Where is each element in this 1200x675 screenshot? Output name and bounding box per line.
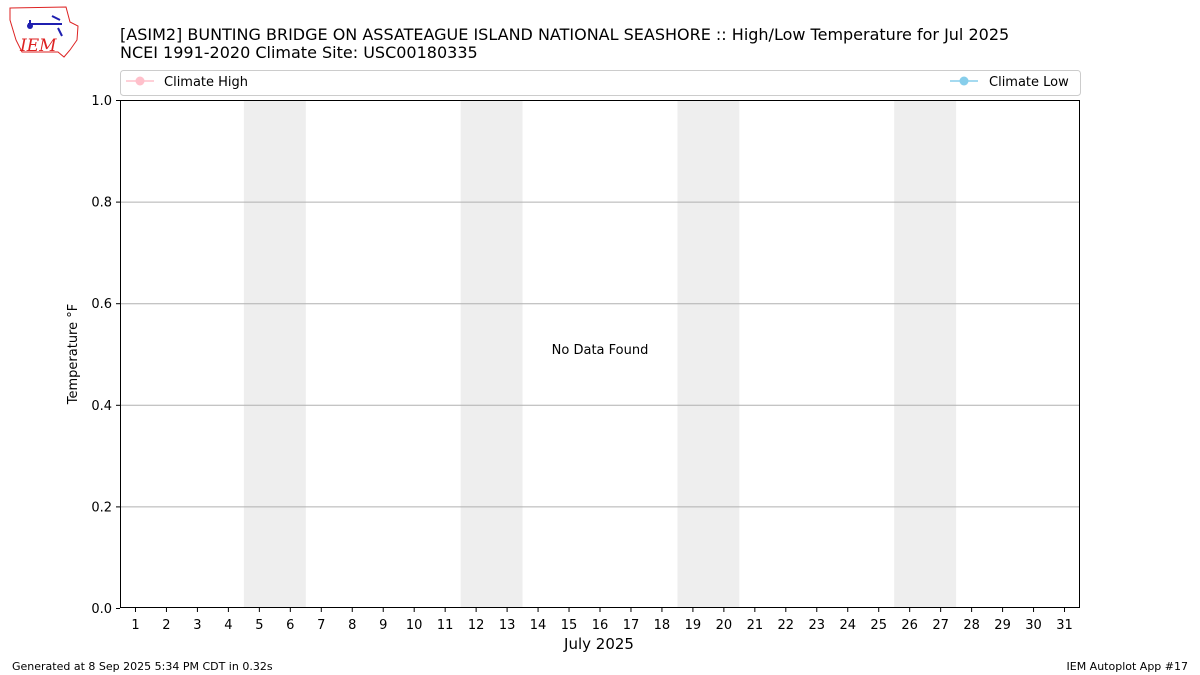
y-tick-label-4: 0.8 <box>91 196 112 211</box>
x-tick-label-28: 28 <box>963 618 980 633</box>
x-tick-label-5: 5 <box>255 618 263 633</box>
legend: Climate High Climate Low <box>120 70 1081 96</box>
x-tick-label-8: 8 <box>348 618 356 633</box>
x-tick-label-26: 26 <box>901 618 918 633</box>
x-tick-label-25: 25 <box>870 618 887 633</box>
x-tick-label-3: 3 <box>193 618 201 633</box>
y-tick-label-3: 0.6 <box>91 297 112 312</box>
x-tick-label-2: 2 <box>162 618 170 633</box>
logo-text: IEM <box>19 36 57 56</box>
x-tick-label-30: 30 <box>1025 618 1042 633</box>
chart-title: [ASIM2] BUNTING BRIDGE ON ASSATEAGUE ISL… <box>120 25 1009 44</box>
plot-frame <box>120 100 1080 608</box>
weekend-bands <box>243 100 957 608</box>
footer-generated: Generated at 8 Sep 2025 5:34 PM CDT in 0… <box>12 660 273 673</box>
x-tick-label-20: 20 <box>716 618 733 633</box>
weekend-band-2 <box>460 100 523 608</box>
footer-app-id: IEM Autoplot App #17 <box>1066 660 1189 673</box>
x-tick-label-13: 13 <box>499 618 516 633</box>
legend-item-climate-low: Climate Low <box>950 75 1069 90</box>
x-tick-label-16: 16 <box>592 618 609 633</box>
weekend-band-1 <box>243 100 306 608</box>
y-tick-label-0: 0.0 <box>91 602 112 617</box>
legend-low-label: Climate Low <box>989 75 1069 90</box>
x-tick-label-6: 6 <box>286 618 294 633</box>
x-tick-label-9: 9 <box>379 618 387 633</box>
x-tick-label-29: 29 <box>994 618 1011 633</box>
x-tick-label-21: 21 <box>747 618 764 633</box>
x-tick-label-19: 19 <box>685 618 702 633</box>
weekend-band-4 <box>894 100 957 608</box>
x-tick-label-18: 18 <box>654 618 671 633</box>
x-axis-label: July 2025 <box>563 635 634 653</box>
chart-subtitle: NCEI 1991-2020 Climate Site: USC00180335 <box>120 43 478 62</box>
x-tick-label-22: 22 <box>778 618 795 633</box>
x-tick-label-11: 11 <box>437 618 454 633</box>
grid-lines <box>120 201 1080 508</box>
x-tick-label-1: 1 <box>131 618 139 633</box>
legend-high-marker <box>135 76 145 86</box>
x-tick-label-15: 15 <box>561 618 578 633</box>
x-tick-label-14: 14 <box>530 618 547 633</box>
x-tick-label-17: 17 <box>623 618 640 633</box>
weekend-band-3 <box>677 100 740 608</box>
y-tick-label-1: 0.2 <box>91 500 112 515</box>
y-tick-label-2: 0.4 <box>91 399 112 414</box>
x-tick-label-4: 4 <box>224 618 232 633</box>
x-tick-label-7: 7 <box>317 618 325 633</box>
x-tick-label-23: 23 <box>809 618 826 633</box>
y-axis-label: Temperature °F <box>66 304 81 405</box>
x-tick-label-31: 31 <box>1056 618 1073 633</box>
iem-logo: IEM <box>9 6 79 58</box>
legend-high-label: Climate High <box>164 75 248 90</box>
x-tick-label-27: 27 <box>932 618 949 633</box>
x-tick-label-10: 10 <box>406 618 423 633</box>
legend-low-marker <box>959 76 969 86</box>
x-tick-label-24: 24 <box>839 618 856 633</box>
y-tick-label-5: 1.0 <box>91 94 112 109</box>
x-tick-label-12: 12 <box>468 618 485 633</box>
x-axis: 1 2 3 4 5 6 7 8 9 10 11 12 13 14 15 16 17 18 19 20 21 22 23 24 2… <box>131 608 1073 633</box>
legend-item-climate-high: Climate High <box>126 75 248 90</box>
no-data-annotation: No Data Found <box>552 343 649 358</box>
y-axis: 0.0 0.2 0.4 0.6 0.8 1.0 <box>91 94 120 617</box>
